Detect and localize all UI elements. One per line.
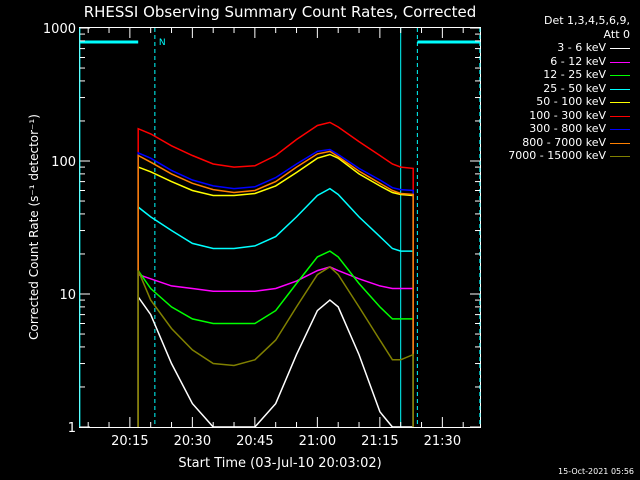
series-line [137,148,414,427]
legend-entry: 800 - 7000 keV [482,136,634,150]
annotation-layer: N [79,28,481,427]
generated-timestamp: 15-Oct-2021 05:56 [558,467,634,476]
y-tick-label: 10 [59,288,76,303]
series-line [137,187,414,427]
x-axis-label: Start Time (03-Jul-10 20:03:02) [178,456,381,471]
legend-swatch [610,75,630,76]
legend-entry: 7000 - 15000 keV [482,149,634,163]
series-line [137,121,414,427]
x-tick-label: 21:15 [361,434,398,449]
legend-swatch [610,61,630,63]
series-line [137,150,414,427]
x-tick-label: 21:30 [424,434,461,449]
night-flag-label: N [159,38,166,48]
y-tick-label: 1000 [43,22,76,37]
legend-label: 7000 - 15000 keV [508,149,606,162]
axes-layer: 1 10 100 1000 20:15 20:30 20:45 21:00 21:15 21:30 [43,22,480,449]
legend-label: 50 - 100 keV [536,95,606,108]
legend-entry: 6 - 12 keV [482,55,634,69]
legend-entry: 3 - 6 keV [482,41,634,55]
series-line [137,265,414,427]
legend-label: 3 - 6 keV [557,41,606,54]
legend-entry: 12 - 25 keV [482,68,634,82]
legend-entry: 50 - 100 keV [482,95,634,109]
legend: Det 1,3,4,5,6,9, Att 0 3 - 6 keV 6 - 12 k… [482,14,634,163]
legend-label: 25 - 50 keV [543,81,606,95]
legend-label: 100 - 300 keV [529,108,606,122]
legend-entry: 100 - 300 keV [482,109,634,123]
legend-swatch [610,156,630,157]
y-axis-label: Corrected Count Rate (s⁻¹ detector⁻¹) [27,114,41,340]
legend-entry: 25 - 50 keV [482,82,634,96]
detector-header-line-2: Att 0 [603,27,630,41]
plot-frame [79,27,481,428]
x-tick-label: 20:30 [174,434,211,449]
legend-swatch [610,115,630,117]
x-tick-label: 21:00 [299,434,336,449]
series-line [137,153,414,427]
legend-swatch [610,48,630,49]
series-line [137,294,414,428]
legend-swatch [610,129,630,130]
legend-swatch [610,88,630,90]
legend-label: 800 - 7000 keV [522,135,606,149]
series-line [137,250,414,427]
legend-entry: 300 - 800 keV [482,122,634,136]
x-tick-label: 20:45 [236,434,273,449]
detector-header-line-1: Det 1,3,4,5,6,9, [543,14,630,27]
legend-swatch [610,102,630,103]
x-tick-label: 20:15 [111,434,148,449]
legend-swatch [610,142,630,144]
y-tick-label: 100 [51,155,76,170]
y-tick-label: 1 [68,421,76,436]
legend-rows: 3 - 6 keV 6 - 12 keV 12 - 25 keV 25 - 50 ke… [482,41,634,163]
legend-label: 300 - 800 keV [529,122,606,135]
chart-title: RHESSI Observing Summary Count Rates, Co… [84,3,477,21]
series-line [137,266,414,427]
series-layer [137,121,414,428]
legend-label: 6 - 12 keV [550,54,606,68]
legend-label: 12 - 25 keV [543,68,606,81]
